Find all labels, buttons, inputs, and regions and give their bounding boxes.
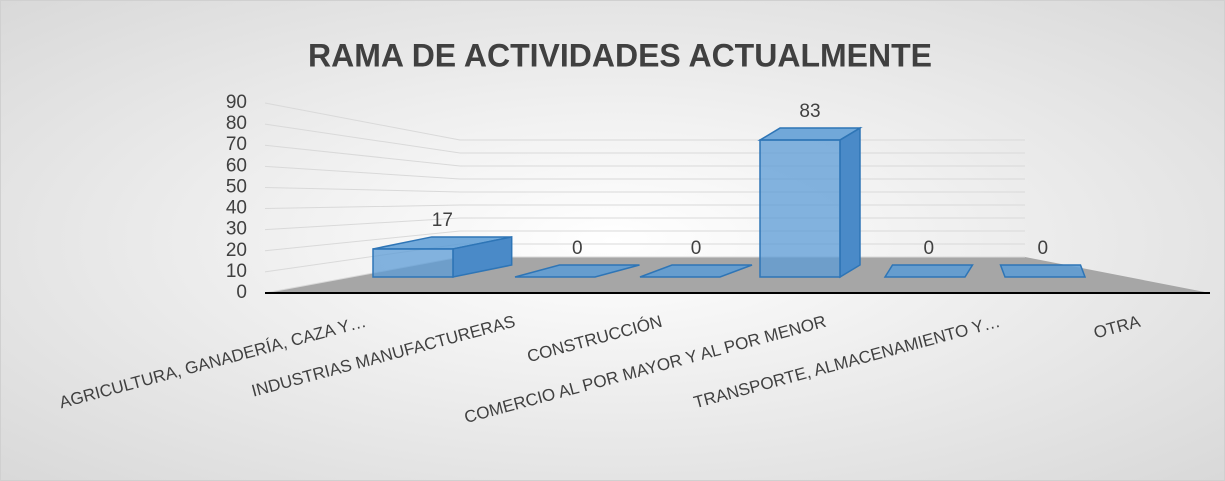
data-label: 0 [1037,238,1048,259]
bar [372,248,454,278]
y-tick-label: 40 [226,198,247,219]
data-label: 0 [923,238,934,259]
y-tick-label: 10 [226,261,247,282]
y-tick-label: 70 [226,134,247,155]
data-label: 83 [799,101,820,122]
data-label: 0 [691,238,702,259]
bar-top [999,264,1087,278]
y-tick-label: 60 [226,155,247,176]
y-tick-label: 50 [226,176,247,197]
bar [759,139,841,278]
data-label: 0 [572,238,583,259]
bar-top [514,264,640,278]
y-tick-label: 30 [226,219,247,240]
bar-top [639,264,753,278]
y-tick-label: 20 [226,240,247,261]
data-label: 17 [432,210,453,231]
y-tick-label: 90 [226,92,247,113]
chart-title: RAMA DE ACTIVIDADES ACTUALMENTE [308,37,932,73]
y-tick-label: 80 [226,113,247,134]
y-tick-label: 0 [236,282,247,303]
bar-side [839,126,861,279]
bar-top [883,264,974,278]
